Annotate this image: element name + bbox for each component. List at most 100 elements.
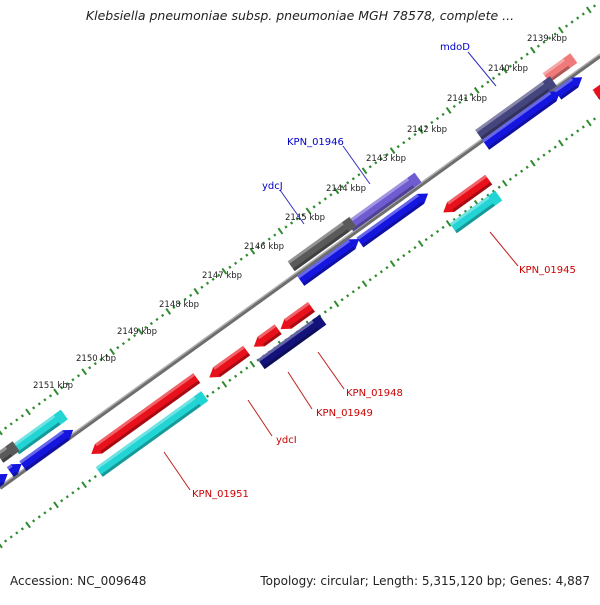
ruler-major-tick <box>193 287 200 295</box>
ruler-major-tick <box>445 220 452 227</box>
gene-feature[interactable] <box>440 174 493 217</box>
gene-label-ydcj[interactable]: ydcJ <box>262 181 283 192</box>
gene-body <box>6 463 22 477</box>
gene-highlight <box>542 58 565 76</box>
ruler-minor-tick <box>105 354 109 358</box>
gene-feature[interactable] <box>95 391 209 477</box>
ruler-minor-tick <box>441 112 445 117</box>
gene-label-kpn-01945[interactable]: KPN_01945 <box>519 265 576 276</box>
ruler-minor-tick <box>469 92 473 96</box>
gene-body <box>449 190 503 234</box>
gene-feature[interactable] <box>88 373 201 459</box>
gene-feature[interactable] <box>6 459 25 477</box>
ruler-minor-tick <box>144 325 148 330</box>
gene-feature[interactable] <box>257 314 327 370</box>
ruler-label: 2145 kbp <box>285 213 325 223</box>
gene-shadow <box>351 185 415 232</box>
gene-features <box>0 53 600 487</box>
gene-feature[interactable] <box>0 469 11 487</box>
gene-label-kpn-01948[interactable]: KPN_01948 <box>346 388 403 399</box>
gene-label-kpn-01951[interactable]: KPN_01951 <box>192 489 249 500</box>
gene-feature[interactable] <box>12 409 68 455</box>
gene-highlight <box>475 81 545 133</box>
gene-highlight <box>449 196 490 226</box>
gene-label-kpn-01949[interactable]: KPN_01949 <box>316 408 373 419</box>
ruler-major-tick <box>109 348 116 356</box>
ruler-major-tick <box>501 66 508 74</box>
gene-highlight <box>346 177 410 225</box>
gene-feature[interactable] <box>277 302 315 334</box>
ruler-minor-tick <box>295 217 299 221</box>
gene-feature[interactable] <box>449 190 503 234</box>
gene-feature[interactable] <box>346 172 422 232</box>
gene-shadow <box>487 98 557 150</box>
ruler-major-tick <box>417 240 424 247</box>
ruler-minor-tick <box>413 132 417 137</box>
leader-line <box>467 51 497 87</box>
ruler-minor-tick <box>205 394 210 398</box>
ruler-minor-tick <box>76 374 81 378</box>
ruler-minor-tick <box>430 233 434 238</box>
ruler-major-tick <box>361 167 368 175</box>
ruler-minor-tick <box>497 185 501 189</box>
ruler-minor-tick <box>3 539 8 543</box>
ruler-minor-tick <box>497 72 501 76</box>
ruler-minor-tick <box>508 177 512 181</box>
ruler-minor-tick <box>340 185 344 189</box>
ruler-minor-tick <box>491 76 496 80</box>
ruler-minor-tick <box>413 245 417 250</box>
ruler-minor-tick <box>346 294 350 298</box>
ruler-minor-tick <box>553 145 557 149</box>
ruler-minor-tick <box>536 157 540 161</box>
gene-shadow <box>12 471 18 477</box>
ruler-minor-tick <box>205 281 210 285</box>
ruler-label: 2142 kbp <box>407 125 447 135</box>
gene-label-ydci[interactable]: ydcI <box>276 435 297 446</box>
ruler-minor-tick <box>463 96 468 101</box>
gene-shadow <box>24 437 70 471</box>
ruler-major-tick <box>333 187 340 195</box>
gene-highlight <box>356 193 420 241</box>
gene-feature[interactable] <box>592 84 600 100</box>
ruler-minor-tick <box>351 177 355 181</box>
ruler-minor-tick <box>256 358 260 362</box>
gene-feature[interactable] <box>287 216 357 272</box>
ruler-minor-tick <box>323 197 327 201</box>
ruler-minor-tick <box>71 378 75 382</box>
ruler-minor-tick <box>88 479 92 483</box>
gene-body <box>209 345 251 378</box>
ruler-minor-tick <box>211 277 215 281</box>
gene-feature[interactable] <box>297 234 362 286</box>
gene-body <box>542 53 578 83</box>
gene-shadow <box>361 201 425 248</box>
ruler-minor-tick <box>267 237 271 241</box>
gene-body <box>12 409 68 455</box>
gene-shadow <box>302 246 356 286</box>
gene-body <box>0 441 20 463</box>
ruler-minor-tick <box>43 511 47 515</box>
gene-feature[interactable] <box>554 72 585 100</box>
gene-feature[interactable] <box>356 189 431 248</box>
ruler-minor-tick <box>15 531 19 535</box>
ruler-minor-tick <box>396 144 400 149</box>
gene-body <box>257 314 327 370</box>
ruler-major-tick <box>277 227 284 235</box>
ruler-minor-tick <box>480 84 484 88</box>
gene-highlight <box>0 446 8 456</box>
gene-feature[interactable] <box>482 86 564 150</box>
ruler-minor-tick <box>570 133 574 137</box>
ruler-minor-tick <box>508 64 512 68</box>
gene-label-kpn-01946[interactable]: KPN_01946 <box>287 137 344 148</box>
gene-feature[interactable] <box>542 53 578 83</box>
gene-feature[interactable] <box>0 441 20 463</box>
gene-feature[interactable] <box>19 425 76 471</box>
gene-feature[interactable] <box>250 324 282 351</box>
ruler-minor-tick <box>93 362 97 366</box>
gene-body <box>280 302 315 330</box>
ruler-minor-tick <box>323 310 327 314</box>
ruler-minor-tick <box>20 414 25 418</box>
gene-feature[interactable] <box>206 345 251 383</box>
ruler-minor-tick <box>385 266 389 270</box>
gene-feature[interactable] <box>475 76 557 140</box>
gene-label-mdod[interactable]: mdoD <box>440 42 470 53</box>
